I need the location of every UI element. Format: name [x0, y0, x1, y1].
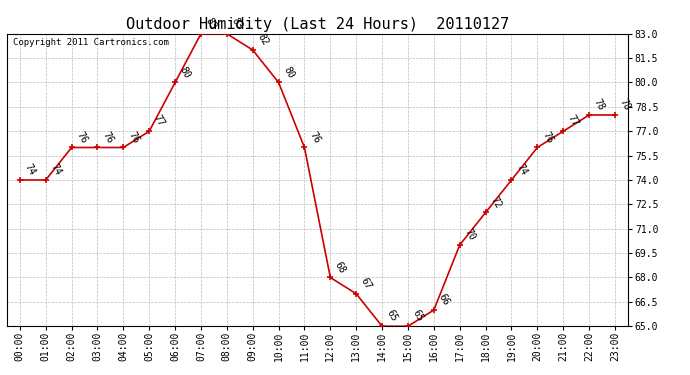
Text: 76: 76 [307, 129, 322, 145]
Text: 74: 74 [514, 162, 529, 177]
Text: 65: 65 [411, 308, 425, 324]
Text: 77: 77 [152, 113, 166, 129]
Text: 76: 76 [540, 129, 555, 145]
Text: 76: 76 [100, 129, 115, 145]
Text: 80: 80 [178, 64, 193, 80]
Text: 65: 65 [385, 308, 400, 324]
Text: 74: 74 [23, 162, 37, 177]
Text: 78: 78 [592, 97, 607, 112]
Text: 82: 82 [255, 32, 270, 47]
Text: 74: 74 [48, 162, 63, 177]
Text: 67: 67 [359, 276, 373, 291]
Text: 70: 70 [462, 227, 477, 242]
Text: 83: 83 [230, 16, 244, 31]
Text: Outdoor Humidity (Last 24 Hours)  20110127: Outdoor Humidity (Last 24 Hours) 2011012… [126, 17, 509, 32]
Text: 66: 66 [437, 292, 451, 307]
Text: 80: 80 [282, 64, 296, 80]
Text: 77: 77 [566, 113, 580, 129]
Text: Copyright 2011 Cartronics.com: Copyright 2011 Cartronics.com [13, 38, 169, 47]
Text: 83: 83 [204, 16, 218, 31]
Text: 72: 72 [489, 195, 503, 210]
Text: 78: 78 [618, 97, 632, 112]
Text: 76: 76 [75, 129, 89, 145]
Text: 76: 76 [126, 129, 141, 145]
Text: 68: 68 [333, 260, 348, 275]
